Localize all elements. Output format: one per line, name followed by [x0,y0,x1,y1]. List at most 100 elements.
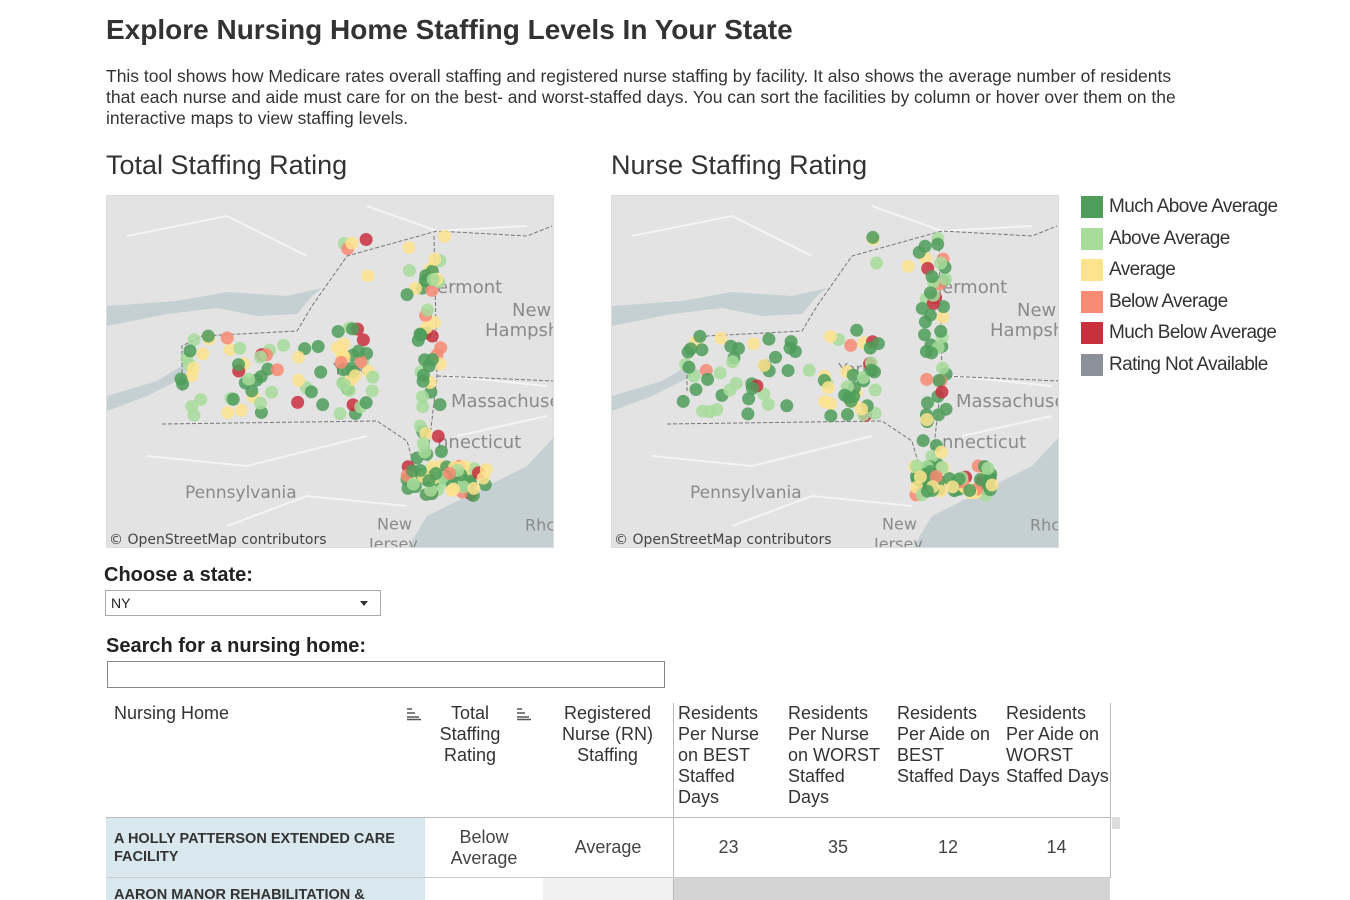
facility-dot [265,385,279,399]
facility-dot [221,406,235,420]
facility-dot [841,408,855,422]
column-header[interactable]: Residents Per Nurse on WORST Staffed Day… [788,703,880,807]
facility-dot [400,288,414,302]
map-label: New [377,515,412,534]
lake [107,366,197,411]
divider [1110,703,1111,878]
facility-dot [762,332,776,346]
map-label: New [1017,300,1056,321]
facility-dot [784,335,798,349]
map-label: Rhc [525,516,554,535]
facility-dot [742,392,756,406]
facility-dot [946,480,960,494]
facility-dot [817,394,831,408]
facility-dot [934,256,948,270]
facility-dot [415,390,429,404]
legend-item[interactable]: Rating Not Available [1081,353,1268,377]
facility-dot [365,384,379,398]
facility-dot [366,370,380,384]
facility-dot [438,229,452,243]
facility-dot [201,329,215,343]
facility-dot [424,483,438,497]
legend-label: Above Average [1109,227,1230,249]
map-label: Massachuse [451,391,554,412]
column-header[interactable]: Residents Per Aide on WORST Staffed Days [1006,703,1109,786]
facility-dot [920,372,934,386]
sort-icon[interactable] [406,707,422,721]
facility-dot [689,383,703,397]
facility-dot [304,385,318,399]
legend-item[interactable]: Much Below Average [1081,321,1277,345]
facility-dot [901,259,915,273]
facility-dot [745,381,759,395]
facility-dot [936,300,950,314]
column-header[interactable]: Residents Per Nurse on BEST Staffed Days [678,703,760,807]
map-label: Pennsylvania [690,483,802,503]
facility-dot [868,365,882,379]
legend-item[interactable]: Much Above Average [1081,195,1278,219]
facility-dot [761,397,775,411]
facility-dot [253,396,267,410]
facility-dot [406,477,420,491]
legend-item[interactable]: Average [1081,258,1176,282]
facility-dot [696,404,710,418]
map-label: © OpenStreetMap contributors [109,532,327,548]
map-title: Total Staffing Rating [106,150,348,180]
legend-item[interactable]: Above Average [1081,227,1230,251]
search-input[interactable] [107,661,665,688]
facility-dot [331,324,345,338]
column-header[interactable]: Residents Per Aide on BEST Staffed Days [897,703,1000,786]
facility-dot [920,484,934,498]
facility-dot [261,362,275,376]
legend-swatch [1081,290,1103,313]
facility-dot [781,364,795,378]
column-header[interactable]: Nursing Home [114,703,230,723]
legend-swatch [1081,322,1103,344]
row-divider [106,877,1110,878]
facility-dot [924,286,938,300]
facility-dot [346,322,360,336]
facility-dot [841,391,855,405]
facility-dot [931,237,945,251]
facility-dot [234,403,248,417]
map[interactable]: ermontNewHampshMassachusennecticutPennsy… [106,195,554,548]
facility-dot [420,303,434,317]
number-cell: 23 [718,837,739,857]
legend-swatch [1081,227,1103,250]
facility-dot [359,232,373,246]
lake [612,288,827,326]
facility-dot [337,337,351,351]
facility-dot [402,241,416,255]
legend-item[interactable]: Below Average [1081,290,1228,314]
map[interactable]: ermontNewHampshMassachusennecticutPennsy… [611,195,1059,548]
facility-dot [253,350,267,364]
facility-dot [428,252,442,266]
column-header[interactable]: Registered Nurse (RN) Staffing [561,703,653,765]
facility-dot [985,478,999,492]
divider [673,703,674,900]
facility-dot [226,392,240,406]
lake [612,366,702,411]
facility-dot [233,341,247,355]
facility-dot [824,409,838,423]
map-label: Hampsh [990,320,1059,341]
facility-dot [747,337,761,351]
page-title: Explore Nursing Home Staffing Levels In … [106,14,793,45]
facility-dot [456,480,470,494]
facility-dot [291,395,305,409]
map-label: New [512,300,551,321]
state-dropdown[interactable]: NY [105,590,381,616]
facility-dot [729,376,743,390]
facility-dot [676,394,690,408]
scrollbar[interactable] [1112,817,1120,829]
state-label: Choose a state: [104,564,253,586]
map-label: nnecticut [942,432,1026,453]
column-header[interactable]: Total Staffing Rating [439,703,501,765]
facility-dot [314,365,328,379]
facility-dot [434,444,448,458]
facility-dot [846,368,860,382]
map-label: nnecticut [437,432,521,453]
dropdown-arrow[interactable] [360,601,368,606]
facility-dot [932,373,946,387]
sort-icon[interactable] [516,707,532,721]
